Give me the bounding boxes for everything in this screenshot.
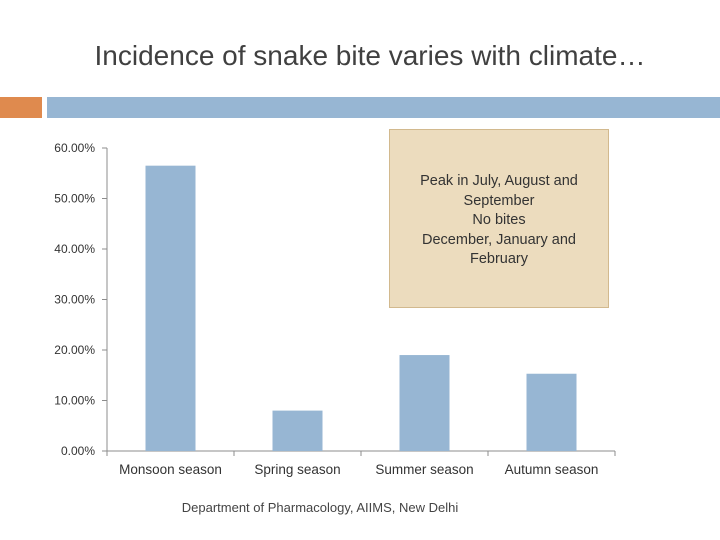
x-tick-label: Monsoon season — [119, 462, 222, 477]
callout-line: Peak in July, August and — [420, 173, 578, 189]
y-tick-label: 60.00% — [54, 141, 95, 155]
footer-text: Department of Pharmacology, AIIMS, New D… — [181, 500, 459, 515]
y-tick-label: 50.00% — [54, 192, 95, 206]
y-tick-label: 0.00% — [61, 444, 95, 458]
slide-title: Incidence of snake bite varies with clim… — [94, 40, 646, 71]
callout-line: February — [469, 251, 529, 267]
accent-band-blue — [47, 97, 720, 118]
callout-line: September — [463, 192, 535, 209]
x-tick-label: Summer season — [375, 462, 473, 477]
callout-box: Peak in July, August and September No bi… — [389, 129, 609, 308]
bar — [272, 410, 323, 451]
y-tick-label: 30.00% — [54, 293, 95, 307]
callout-line: No bites — [472, 212, 526, 228]
bar — [145, 165, 196, 452]
callout-line: December, January and — [422, 231, 576, 248]
x-tick-label: Autumn season — [505, 462, 599, 477]
x-tick-label: Spring season — [254, 462, 340, 477]
bar — [399, 355, 450, 451]
y-tick-label: 40.00% — [54, 242, 95, 256]
y-tick-label: 10.00% — [54, 394, 95, 408]
bar — [526, 373, 577, 451]
accent-band-orange — [0, 97, 42, 118]
y-tick-label: 20.00% — [54, 343, 95, 357]
